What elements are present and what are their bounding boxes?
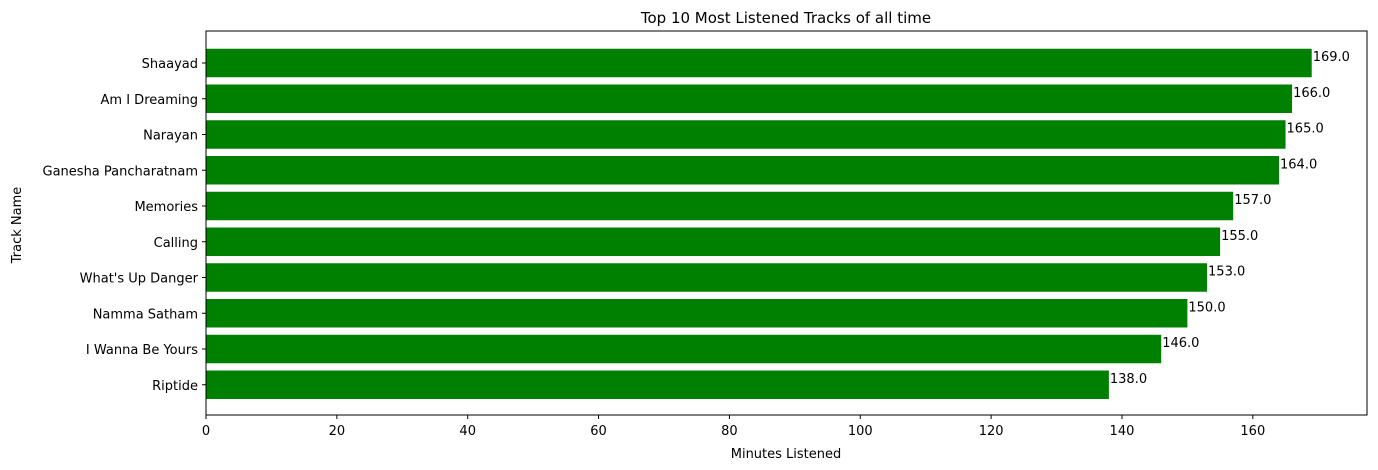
x-ticks: 0 20 40 60 80 100 120 140 160 bbox=[202, 415, 1265, 439]
bar bbox=[206, 299, 1188, 328]
plot-frame bbox=[205, 30, 1368, 416]
x-tick-label: 120 bbox=[979, 424, 1004, 439]
x-tick-label: 160 bbox=[1240, 424, 1265, 439]
bar bbox=[206, 156, 1280, 185]
data-label: 169.0 bbox=[1313, 50, 1350, 65]
y-axis-label: Track Name bbox=[10, 187, 25, 265]
y-tick-label: What's Up Danger bbox=[80, 272, 199, 287]
data-label: 157.0 bbox=[1234, 193, 1271, 208]
x-tick-label: 60 bbox=[590, 424, 607, 439]
data-label: 165.0 bbox=[1287, 122, 1324, 137]
y-tick-label: Riptide bbox=[152, 379, 198, 394]
x-axis-label: Minutes Listened bbox=[731, 447, 842, 462]
data-label: 166.0 bbox=[1293, 86, 1330, 101]
bar bbox=[206, 370, 1109, 399]
bar bbox=[206, 227, 1221, 256]
x-tick-label: 80 bbox=[721, 424, 738, 439]
bar bbox=[206, 334, 1162, 364]
chart-title: Top 10 Most Listened Tracks of all time bbox=[640, 9, 931, 27]
y-tick-labels: Shaayad Am I Dreaming Narayan Ganesha Panc… bbox=[43, 57, 206, 394]
data-label: 164.0 bbox=[1280, 157, 1317, 172]
y-tick-label: I Wanna Be Yours bbox=[86, 343, 198, 358]
data-label: 138.0 bbox=[1110, 372, 1147, 387]
y-tick-label: Namma Satham bbox=[93, 307, 198, 322]
data-label: 150.0 bbox=[1188, 300, 1225, 315]
bar bbox=[206, 120, 1286, 149]
y-tick-label: Ganesha Pancharatnam bbox=[43, 164, 198, 179]
y-tick-label: Shaayad bbox=[142, 57, 198, 72]
y-tick-label: Memories bbox=[134, 200, 198, 215]
y-tick-label: Narayan bbox=[143, 129, 198, 144]
bar bbox=[206, 191, 1234, 221]
bar bbox=[206, 48, 1312, 78]
x-tick-label: 40 bbox=[459, 424, 476, 439]
bar bbox=[206, 263, 1208, 292]
x-tick-label: 20 bbox=[329, 424, 346, 439]
bars-group bbox=[206, 48, 1312, 399]
bar bbox=[206, 84, 1293, 113]
data-labels: 169.0 166.0 165.0 164.0 157.0 155.0 153.0 150.0… bbox=[1110, 50, 1350, 387]
x-tick-label: 0 bbox=[202, 424, 210, 439]
data-label: 153.0 bbox=[1208, 265, 1245, 280]
data-label: 155.0 bbox=[1221, 229, 1258, 244]
x-tick-label: 140 bbox=[1110, 424, 1135, 439]
data-label: 146.0 bbox=[1162, 336, 1199, 351]
y-tick-label: Calling bbox=[154, 236, 198, 251]
x-tick-label: 100 bbox=[848, 424, 873, 439]
y-tick-label: Am I Dreaming bbox=[101, 93, 198, 108]
